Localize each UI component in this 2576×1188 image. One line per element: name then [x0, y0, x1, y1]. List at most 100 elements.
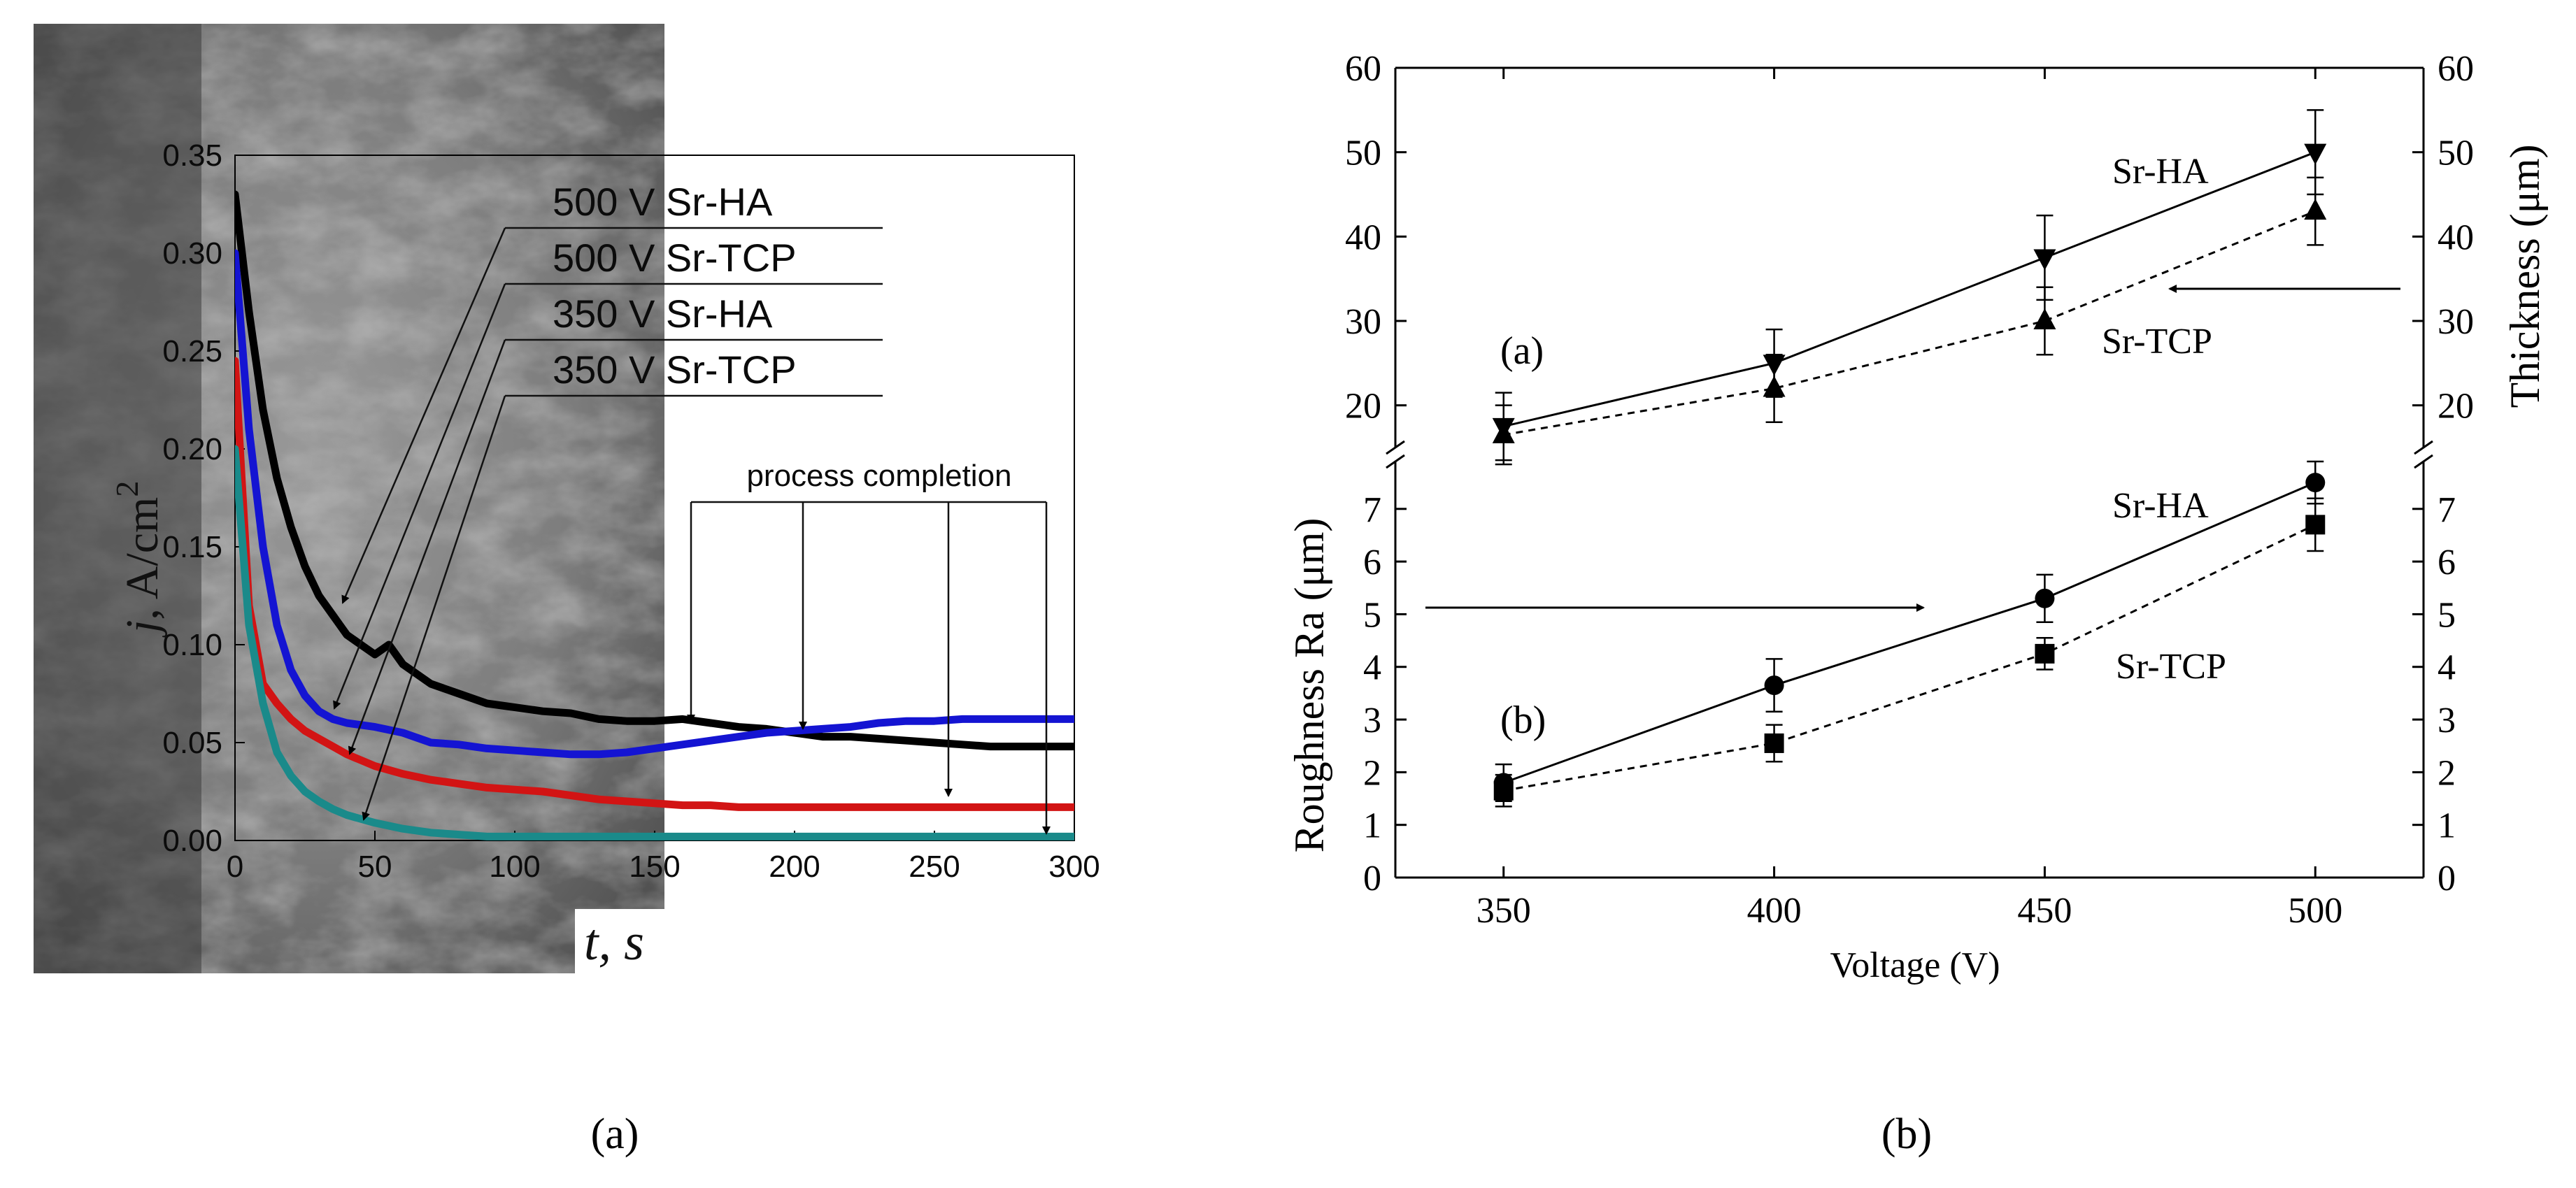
label-upper-sr-tcp: Sr-TCP	[2102, 322, 2212, 362]
x-tick-label-a: 150	[629, 850, 680, 884]
legend-label-0: 500 V Sr-HA	[553, 180, 773, 224]
legend-label-3: 350 V Sr-TCP	[553, 348, 797, 392]
y-tick-label-lower-right: 3	[2438, 701, 2456, 740]
legend-leader-0	[341, 227, 506, 604]
legend-leader-2	[348, 339, 506, 755]
thickness-sr-tcp-line	[1503, 210, 2316, 436]
roughness-sr-ha-point	[2305, 473, 2326, 493]
axis-break-2	[2414, 440, 2433, 455]
x-tick-label-b: 350	[1476, 891, 1531, 931]
label-upper-sr-ha: Sr-HA	[2112, 152, 2209, 192]
y-tick-label-upper-right: 20	[2438, 387, 2474, 427]
y-tick-label-lower-left: 4	[1363, 648, 1381, 688]
subplot-label-lower: (b)	[1500, 699, 1546, 742]
x-axis-label-b: Voltage (V)	[1830, 945, 2000, 985]
y-tick-label-lower-left: 0	[1363, 859, 1381, 899]
y-tick-label-lower-left: 3	[1363, 701, 1381, 740]
axis-break-0	[1386, 440, 1405, 455]
y-tick-label-a: 0.10	[162, 628, 222, 662]
roughness-sr-tcp-point	[2305, 515, 2326, 535]
y-tick-label-upper-right: 40	[2438, 217, 2474, 257]
y-tick-label-upper-left: 60	[1345, 49, 1381, 89]
x-tick-label-a: 100	[489, 850, 540, 884]
y-tick-label-upper-right: 60	[2438, 49, 2474, 89]
x-tick-label-a: 200	[769, 850, 820, 884]
annotation-label: process completion	[746, 459, 1011, 493]
legend-label-2: 350 V Sr-HA	[553, 292, 773, 336]
y-tick-label-upper-left: 50	[1345, 134, 1381, 173]
thickness-sr-tcp-point	[2033, 308, 2056, 329]
y-tick-label-a: 0.05	[162, 726, 222, 760]
caption-b: (b)	[1881, 1110, 1932, 1158]
y-tick-label-a: 0.25	[162, 334, 222, 368]
series-line-500-v-sr-ha	[235, 190, 1074, 751]
roughness-sr-tcp-point	[1764, 733, 1784, 753]
series-line-500-v-sr-tcp	[235, 249, 1074, 759]
y-tick-label-lower-right: 2	[2438, 753, 2456, 793]
legend-leader-1	[333, 283, 506, 710]
roughness-sr-ha-point	[1764, 675, 1784, 696]
caption-a: (a)	[591, 1110, 639, 1158]
y-tick-label-upper-right: 30	[2438, 302, 2474, 342]
y-tick-label-upper-left: 20	[1345, 387, 1381, 427]
axis-break-3	[2414, 454, 2433, 469]
y-axis-label-a: j, A/cm2	[109, 481, 168, 638]
y-tick-label-a: 0.00	[162, 824, 222, 858]
x-tick-label-a: 250	[909, 850, 960, 884]
x-tick-label-a: 300	[1048, 850, 1100, 884]
panel-a: 0 50 100 150 200 250 300 0.00 0.05 0.10 0.15 0.20 0.…	[34, 24, 1100, 973]
label-lower-sr-ha: Sr-HA	[2112, 486, 2209, 526]
legend-leader-3	[362, 395, 506, 821]
roughness-sr-tcp-point	[1493, 780, 1514, 801]
thickness-sr-ha-line	[1503, 151, 2316, 428]
y-tick-label-lower-right: 7	[2438, 490, 2456, 530]
x-tick-label-b: 500	[2288, 891, 2342, 931]
annotation-process-completion: process completion	[687, 459, 1051, 835]
series-line-350-v-sr-ha	[235, 357, 1074, 811]
x-tick-label-b: 400	[1747, 891, 1802, 931]
x-tick-label-a: 0	[227, 850, 243, 884]
axes-a: 0 50 100 150 200 250 300 0.00 0.05 0.10 0.15 0.20 0.…	[162, 138, 1100, 884]
sem-label-patch	[575, 909, 687, 973]
y-tick-label-lower-left: 5	[1363, 595, 1381, 635]
subplot-label-upper: (a)	[1500, 329, 1544, 373]
y-tick-label-upper-left: 40	[1345, 217, 1381, 257]
y-axis-label-thickness: Thickness (μm)	[2502, 144, 2548, 408]
thickness-sr-tcp-point	[1763, 375, 1786, 397]
axis-break-1	[1386, 454, 1405, 469]
y-tick-label-a: 0.15	[162, 530, 222, 564]
y-tick-label-a: 0.20	[162, 432, 222, 466]
y-tick-label-lower-right: 0	[2438, 859, 2456, 899]
series-line-350-v-sr-tcp	[235, 445, 1074, 840]
x-axis-label-a: t, s	[584, 914, 644, 971]
series-a	[235, 190, 1074, 840]
y-tick-label-lower-right: 6	[2438, 543, 2456, 582]
thickness-sr-tcp-point	[1492, 422, 1515, 443]
y-tick-label-lower-right: 1	[2438, 806, 2456, 846]
thickness-sr-tcp-point	[2304, 199, 2327, 220]
y-tick-label-upper-right: 50	[2438, 134, 2474, 173]
roughness-sr-tcp-line	[1503, 524, 2316, 792]
legend-a: 500 V Sr-HA 500 V Sr-TCP 350 V Sr-HA 350 V …	[333, 180, 883, 821]
y-axis-label-roughness: Roughness Ra (μm)	[1286, 518, 1332, 853]
roughness-sr-tcp-point	[2035, 643, 2055, 664]
label-lower-sr-tcp: Sr-TCP	[2116, 647, 2226, 687]
y-tick-label-lower-left: 6	[1363, 543, 1381, 582]
y-tick-label-lower-left: 2	[1363, 753, 1381, 793]
y-tick-label-a: 0.35	[162, 138, 222, 173]
y-tick-label-lower-right: 5	[2438, 595, 2456, 635]
sem-dark-edge	[34, 24, 201, 973]
legend-label-1: 500 V Sr-TCP	[553, 236, 797, 280]
thickness-sr-ha-point	[2033, 249, 2056, 271]
thickness-sr-ha-point	[2304, 143, 2327, 165]
x-tick-label-b: 450	[2017, 891, 2072, 931]
series-b	[1492, 109, 2327, 808]
roughness-sr-ha-point	[2035, 588, 2055, 608]
y-tick-label-lower-left: 7	[1363, 490, 1381, 530]
x-tick-label-a: 50	[358, 850, 392, 884]
plot-frame-b	[1386, 66, 2433, 879]
y-tick-label-lower-left: 1	[1363, 806, 1381, 846]
